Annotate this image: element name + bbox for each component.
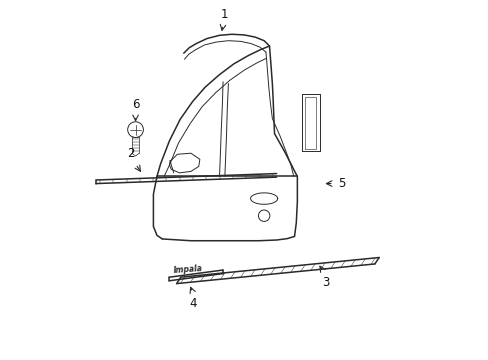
Text: 2: 2 [127,147,135,160]
Text: 5: 5 [337,177,345,190]
Text: 3: 3 [322,276,329,289]
Text: 1: 1 [221,8,228,21]
Text: 6: 6 [132,98,139,111]
Text: Impala: Impala [173,264,203,275]
Text: 4: 4 [188,297,196,310]
